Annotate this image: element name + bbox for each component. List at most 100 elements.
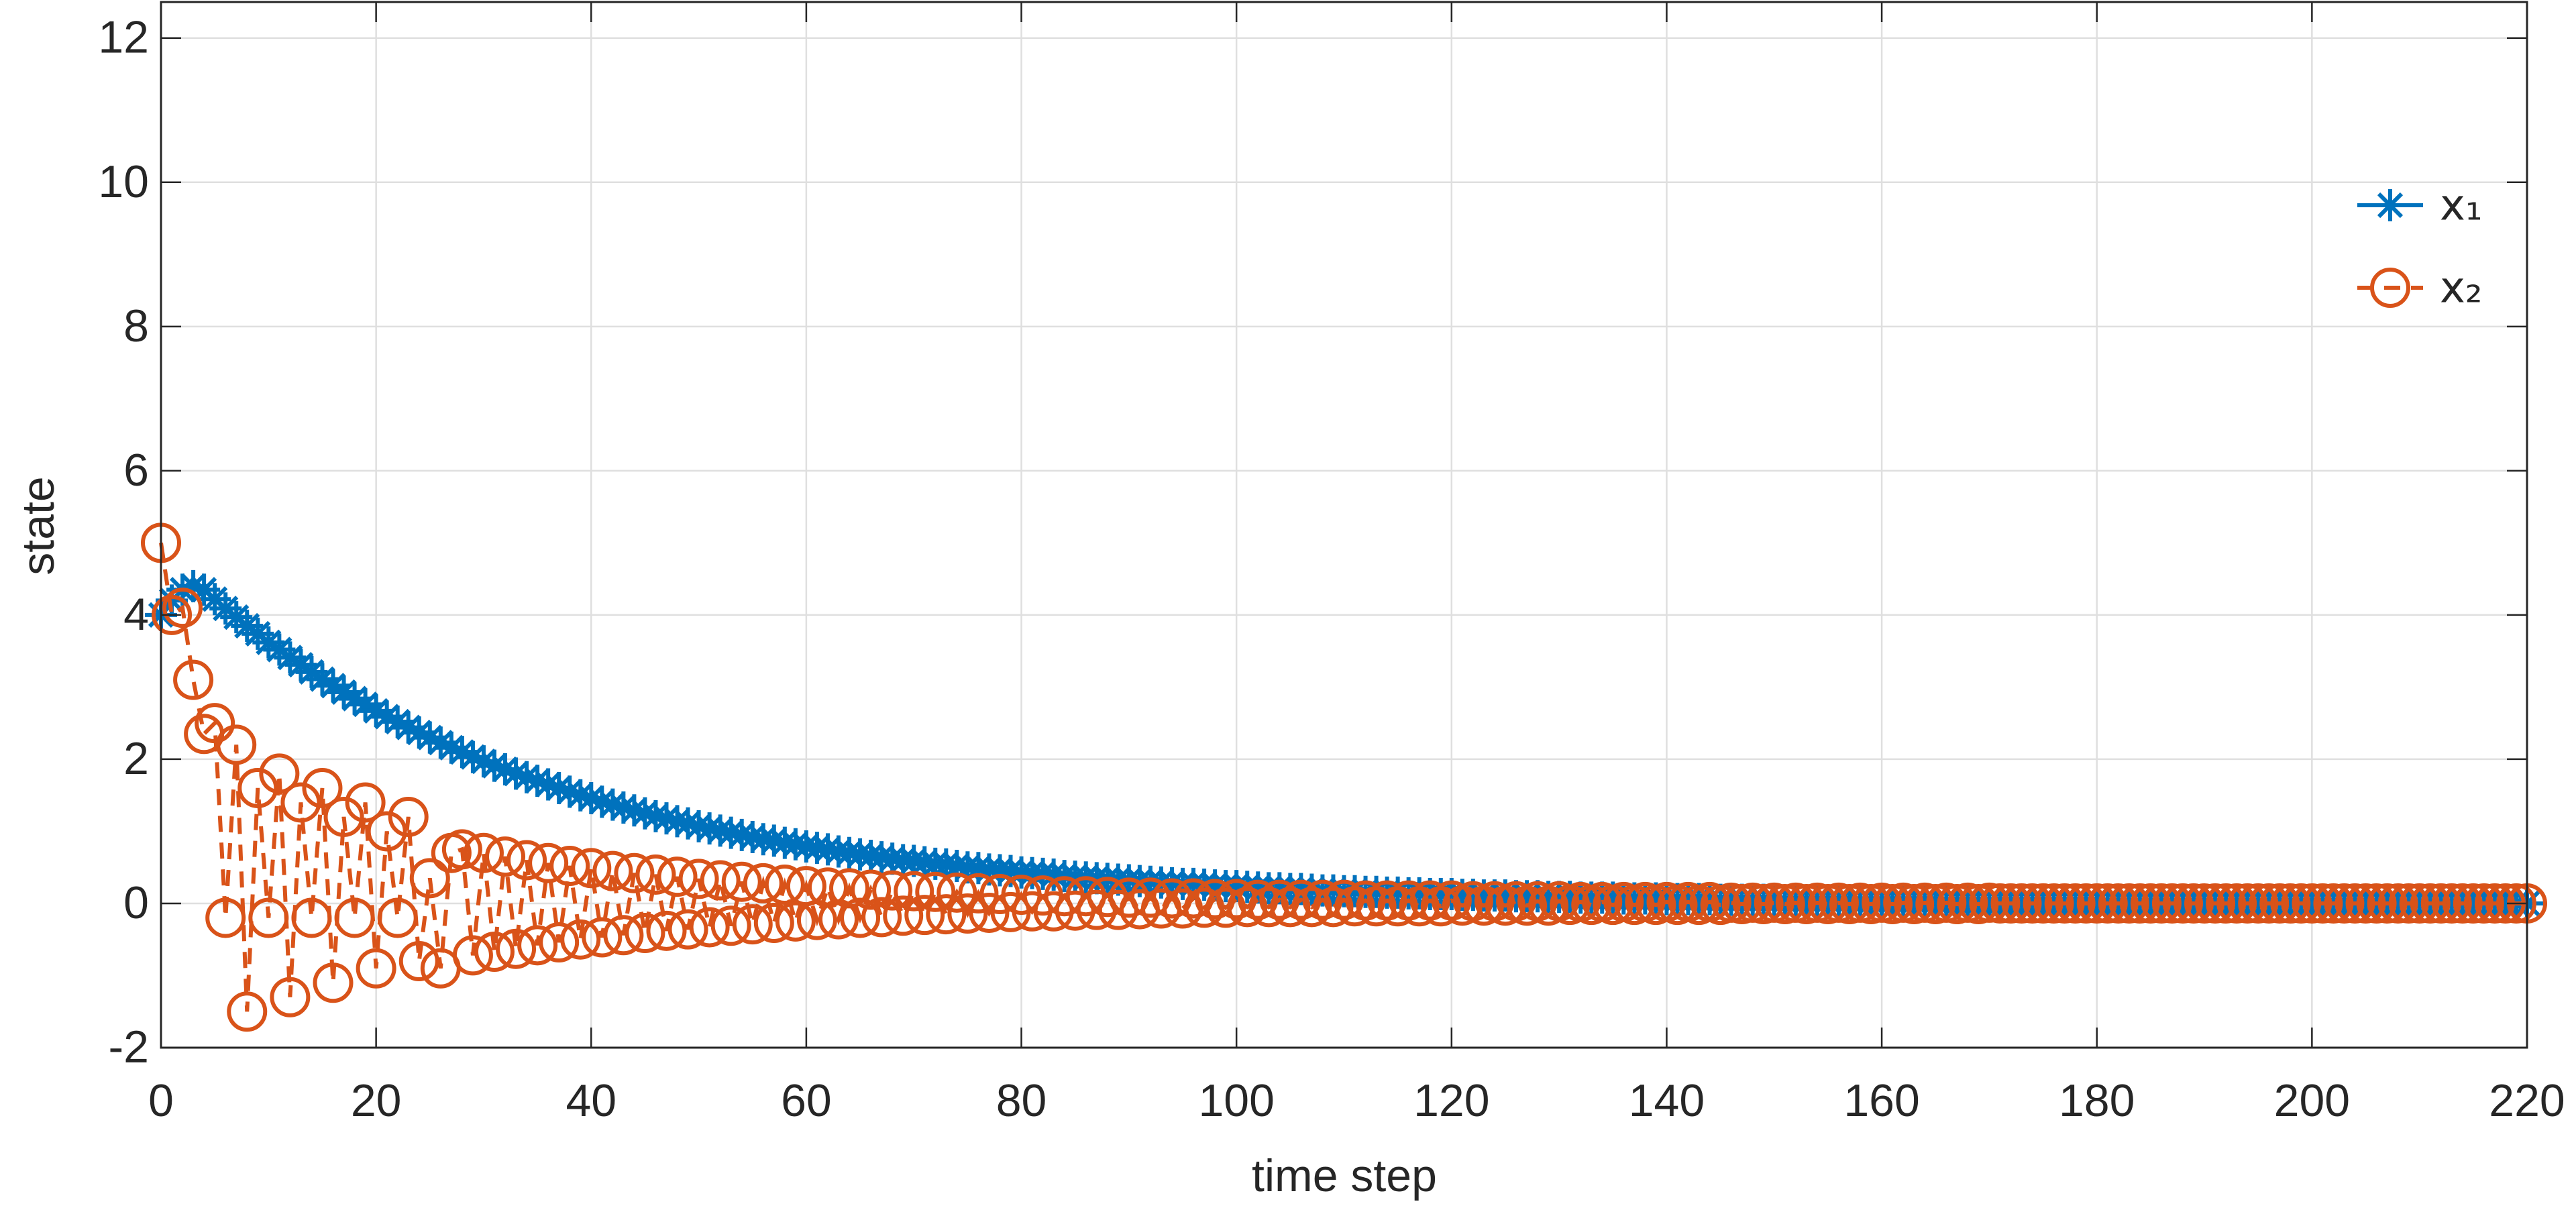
- marker: [603, 915, 644, 956]
- marker: [317, 669, 350, 702]
- marker: [506, 840, 547, 881]
- marker: [571, 848, 612, 889]
- marker: [661, 805, 694, 838]
- marker: [543, 771, 576, 804]
- y-tick-label: 12: [98, 12, 149, 63]
- marker: [586, 785, 619, 818]
- marker: [2345, 883, 2386, 924]
- marker: [2130, 883, 2171, 924]
- marker: [388, 796, 429, 837]
- marker: [947, 893, 988, 934]
- series: [141, 522, 2547, 1032]
- marker: [295, 655, 328, 688]
- marker: [693, 812, 726, 845]
- marker: [356, 948, 396, 989]
- marker: [2033, 883, 2074, 924]
- marker: [560, 919, 601, 960]
- marker: [672, 807, 704, 840]
- x-tick-label: 200: [2274, 1075, 2350, 1126]
- marker: [152, 594, 193, 635]
- marker: [366, 811, 407, 852]
- axes-box: [160, 1, 2528, 1049]
- x-tick-label: 220: [2489, 1075, 2565, 1126]
- marker: [227, 991, 268, 1032]
- marker: [2087, 883, 2128, 924]
- marker: [280, 782, 321, 823]
- marker: [302, 767, 343, 808]
- legend-label: x₂: [2440, 264, 2483, 313]
- marker: [496, 928, 537, 969]
- marker: [629, 797, 661, 830]
- marker: [327, 675, 360, 708]
- marker: [646, 910, 687, 951]
- marker: [2151, 883, 2192, 924]
- marker: [2001, 883, 2042, 924]
- marker: [721, 861, 762, 902]
- marker: [1248, 887, 1289, 928]
- marker: [2055, 883, 2096, 924]
- marker: [650, 802, 683, 835]
- marker: [564, 779, 597, 812]
- marker: [370, 700, 403, 733]
- marker: [764, 865, 805, 905]
- marker: [926, 894, 967, 935]
- marker: [2174, 883, 2214, 924]
- marker: [969, 892, 1010, 933]
- marker: [216, 724, 257, 765]
- marker: [2023, 883, 2063, 924]
- marker: [259, 753, 300, 794]
- y-tick-label: 4: [123, 589, 149, 640]
- marker: [1227, 887, 1268, 928]
- marker: [811, 833, 844, 866]
- marker: [625, 913, 665, 954]
- marker: [2076, 883, 2117, 924]
- marker: [936, 872, 977, 913]
- x-tick-label: 120: [1413, 1075, 1489, 1126]
- marker: [409, 858, 450, 899]
- marker: [553, 775, 586, 808]
- axes: 0 20 40 60 80 100 120 140 160 180 200 220-202468101…: [98, 1, 2565, 1126]
- plot-area: [141, 522, 2547, 1032]
- marker: [2302, 883, 2343, 924]
- marker: [2388, 883, 2429, 924]
- marker: [614, 852, 655, 893]
- marker: [2259, 883, 2300, 924]
- marker: [1302, 879, 1343, 920]
- legend: x₁ x₂: [2357, 181, 2483, 313]
- marker: [237, 767, 278, 808]
- marker: [2410, 883, 2451, 924]
- marker: [2292, 883, 2332, 924]
- marker: [474, 932, 515, 973]
- marker: [435, 731, 468, 764]
- legend-label: x₁: [2440, 181, 2483, 231]
- marker: [757, 824, 790, 857]
- marker: [883, 895, 924, 936]
- marker: [2281, 883, 2322, 924]
- marker: [334, 897, 375, 938]
- marker: [607, 791, 640, 824]
- marker: [2044, 883, 2085, 924]
- marker: [381, 706, 414, 738]
- y-tick-label: 6: [123, 445, 149, 496]
- marker: [779, 828, 812, 861]
- marker: [2431, 883, 2472, 924]
- marker: [700, 860, 741, 901]
- marker: [2463, 883, 2504, 924]
- marker: [195, 703, 235, 744]
- marker: [392, 711, 425, 744]
- marker: [596, 788, 629, 821]
- marker: [2324, 883, 2365, 924]
- marker: [1291, 887, 1332, 928]
- marker: [360, 694, 392, 727]
- marker: [517, 925, 558, 966]
- marker: [657, 856, 698, 897]
- marker: [323, 796, 364, 837]
- x-tick-label: 0: [148, 1075, 174, 1126]
- marker: [2442, 883, 2483, 924]
- marker: [500, 757, 533, 790]
- marker: [2249, 883, 2290, 924]
- y-axis-label: state: [13, 476, 64, 575]
- marker: [2195, 883, 2236, 924]
- marker: [678, 859, 719, 899]
- marker: [2367, 883, 2408, 924]
